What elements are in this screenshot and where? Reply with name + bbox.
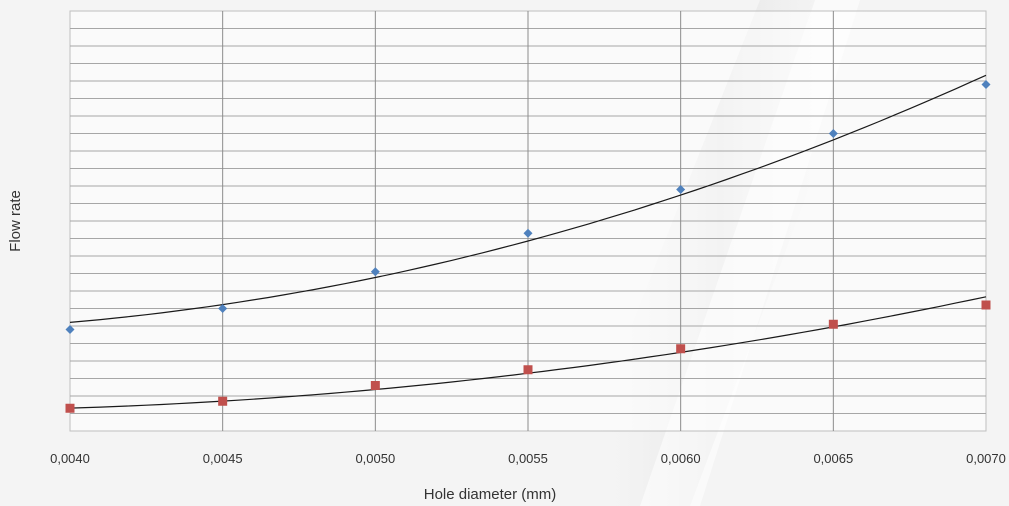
vertical-gridlines [222, 11, 834, 431]
data-point-diamond [370, 267, 380, 277]
data-point-square [218, 396, 228, 406]
x-tick-label: 0,0040 [50, 451, 90, 466]
x-tick-label: 0,0060 [661, 451, 701, 466]
data-point-diamond [828, 129, 838, 138]
data-point-diamond [65, 325, 75, 334]
data-point-diamond [981, 80, 991, 89]
y-axis-title: Flow rate [7, 190, 24, 252]
data-point-square [828, 319, 838, 329]
data-points [65, 80, 991, 413]
data-point-square [370, 381, 380, 390]
x-tick-label: 0,0055 [508, 451, 548, 466]
data-point-square [981, 300, 991, 310]
x-axis-title: Hole diameter (mm) [424, 486, 557, 503]
x-tick-label: 0,0065 [813, 451, 853, 466]
x-tick-labels: 0,0040 0,0045 0,0050 0,0055 0,0060 0,0065 0,00… [50, 451, 1006, 466]
data-point-diamond [523, 228, 533, 238]
x-tick-label: 0,0045 [203, 451, 243, 466]
data-point-diamond [676, 185, 686, 194]
data-point-diamond [218, 304, 228, 313]
x-tick-label: 0,0070 [966, 451, 1006, 466]
x-tick-label: 0,0050 [355, 451, 395, 466]
data-point-square [676, 344, 686, 354]
data-point-square [65, 403, 75, 413]
data-point-square [523, 365, 533, 375]
